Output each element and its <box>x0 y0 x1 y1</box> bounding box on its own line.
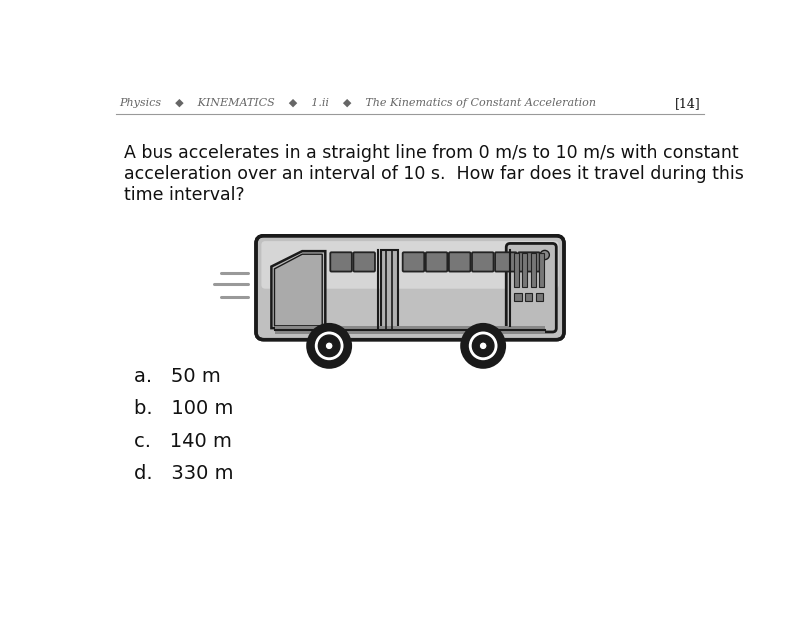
Bar <box>264 310 556 313</box>
Bar <box>264 288 556 291</box>
Bar <box>275 326 545 334</box>
Bar <box>264 272 556 275</box>
FancyBboxPatch shape <box>449 252 470 271</box>
Bar <box>522 253 527 288</box>
Text: A bus accelerates in a straight line from 0 m/s to 10 m/s with constant: A bus accelerates in a straight line fro… <box>123 144 738 162</box>
Text: a.   50 m: a. 50 m <box>134 367 221 386</box>
Bar <box>264 248 556 251</box>
Text: c.   140 m: c. 140 m <box>134 432 232 451</box>
Bar <box>535 294 543 301</box>
Circle shape <box>326 342 333 350</box>
Bar <box>539 253 544 288</box>
Bar <box>264 299 556 302</box>
Bar <box>264 294 556 297</box>
Bar <box>264 252 556 255</box>
FancyBboxPatch shape <box>426 252 447 271</box>
Bar <box>264 265 556 268</box>
Bar <box>264 259 556 262</box>
Bar <box>264 319 556 321</box>
Polygon shape <box>271 251 326 328</box>
Bar <box>264 308 556 310</box>
Bar <box>264 268 556 271</box>
Bar <box>264 250 556 253</box>
Bar <box>264 275 556 278</box>
Text: [14]: [14] <box>675 97 701 110</box>
Circle shape <box>462 325 505 367</box>
Circle shape <box>468 331 498 361</box>
Bar <box>264 314 556 317</box>
FancyBboxPatch shape <box>506 244 556 332</box>
FancyBboxPatch shape <box>330 252 352 271</box>
Bar <box>264 246 556 249</box>
FancyBboxPatch shape <box>518 252 540 271</box>
Text: b.   100 m: b. 100 m <box>134 399 234 418</box>
FancyBboxPatch shape <box>472 252 494 271</box>
Bar <box>264 317 556 320</box>
Circle shape <box>540 251 550 260</box>
Text: d.   330 m: d. 330 m <box>134 464 234 483</box>
Bar <box>264 297 556 300</box>
Bar <box>264 305 556 308</box>
Polygon shape <box>274 254 322 326</box>
Bar <box>264 257 556 260</box>
FancyBboxPatch shape <box>262 241 558 289</box>
Bar <box>264 292 556 295</box>
Text: Physics    ◆    KINEMATICS    ◆    1.ii    ◆    The Kinematics of Constant Accel: Physics ◆ KINEMATICS ◆ 1.ii ◆ The Kinema… <box>119 98 596 109</box>
FancyBboxPatch shape <box>256 236 564 340</box>
Text: acceleration over an interval of 10 s.  How far does it travel during this: acceleration over an interval of 10 s. H… <box>123 165 743 183</box>
Bar <box>264 263 556 267</box>
Circle shape <box>472 335 494 357</box>
FancyBboxPatch shape <box>354 252 375 271</box>
Bar <box>264 279 556 282</box>
Bar <box>264 312 556 315</box>
Bar <box>264 254 556 257</box>
Bar <box>264 276 556 280</box>
Bar <box>264 323 556 326</box>
Bar <box>514 253 518 288</box>
Bar <box>264 283 556 286</box>
Circle shape <box>307 325 350 367</box>
Bar <box>264 325 556 328</box>
Bar <box>264 321 556 324</box>
Bar <box>264 261 556 264</box>
Bar <box>531 253 535 288</box>
Circle shape <box>479 342 487 350</box>
Bar <box>264 290 556 293</box>
Bar <box>264 286 556 289</box>
Bar <box>264 270 556 273</box>
Bar <box>525 294 533 301</box>
Bar <box>381 250 398 331</box>
Bar <box>264 244 556 246</box>
FancyBboxPatch shape <box>495 252 517 271</box>
Bar <box>264 281 556 284</box>
Bar <box>264 329 556 333</box>
Bar <box>264 303 556 306</box>
Bar <box>514 294 522 301</box>
Circle shape <box>318 335 340 357</box>
Circle shape <box>314 331 345 361</box>
Bar <box>264 328 556 331</box>
Text: time interval?: time interval? <box>123 186 244 204</box>
FancyBboxPatch shape <box>402 252 424 271</box>
Bar <box>264 301 556 304</box>
